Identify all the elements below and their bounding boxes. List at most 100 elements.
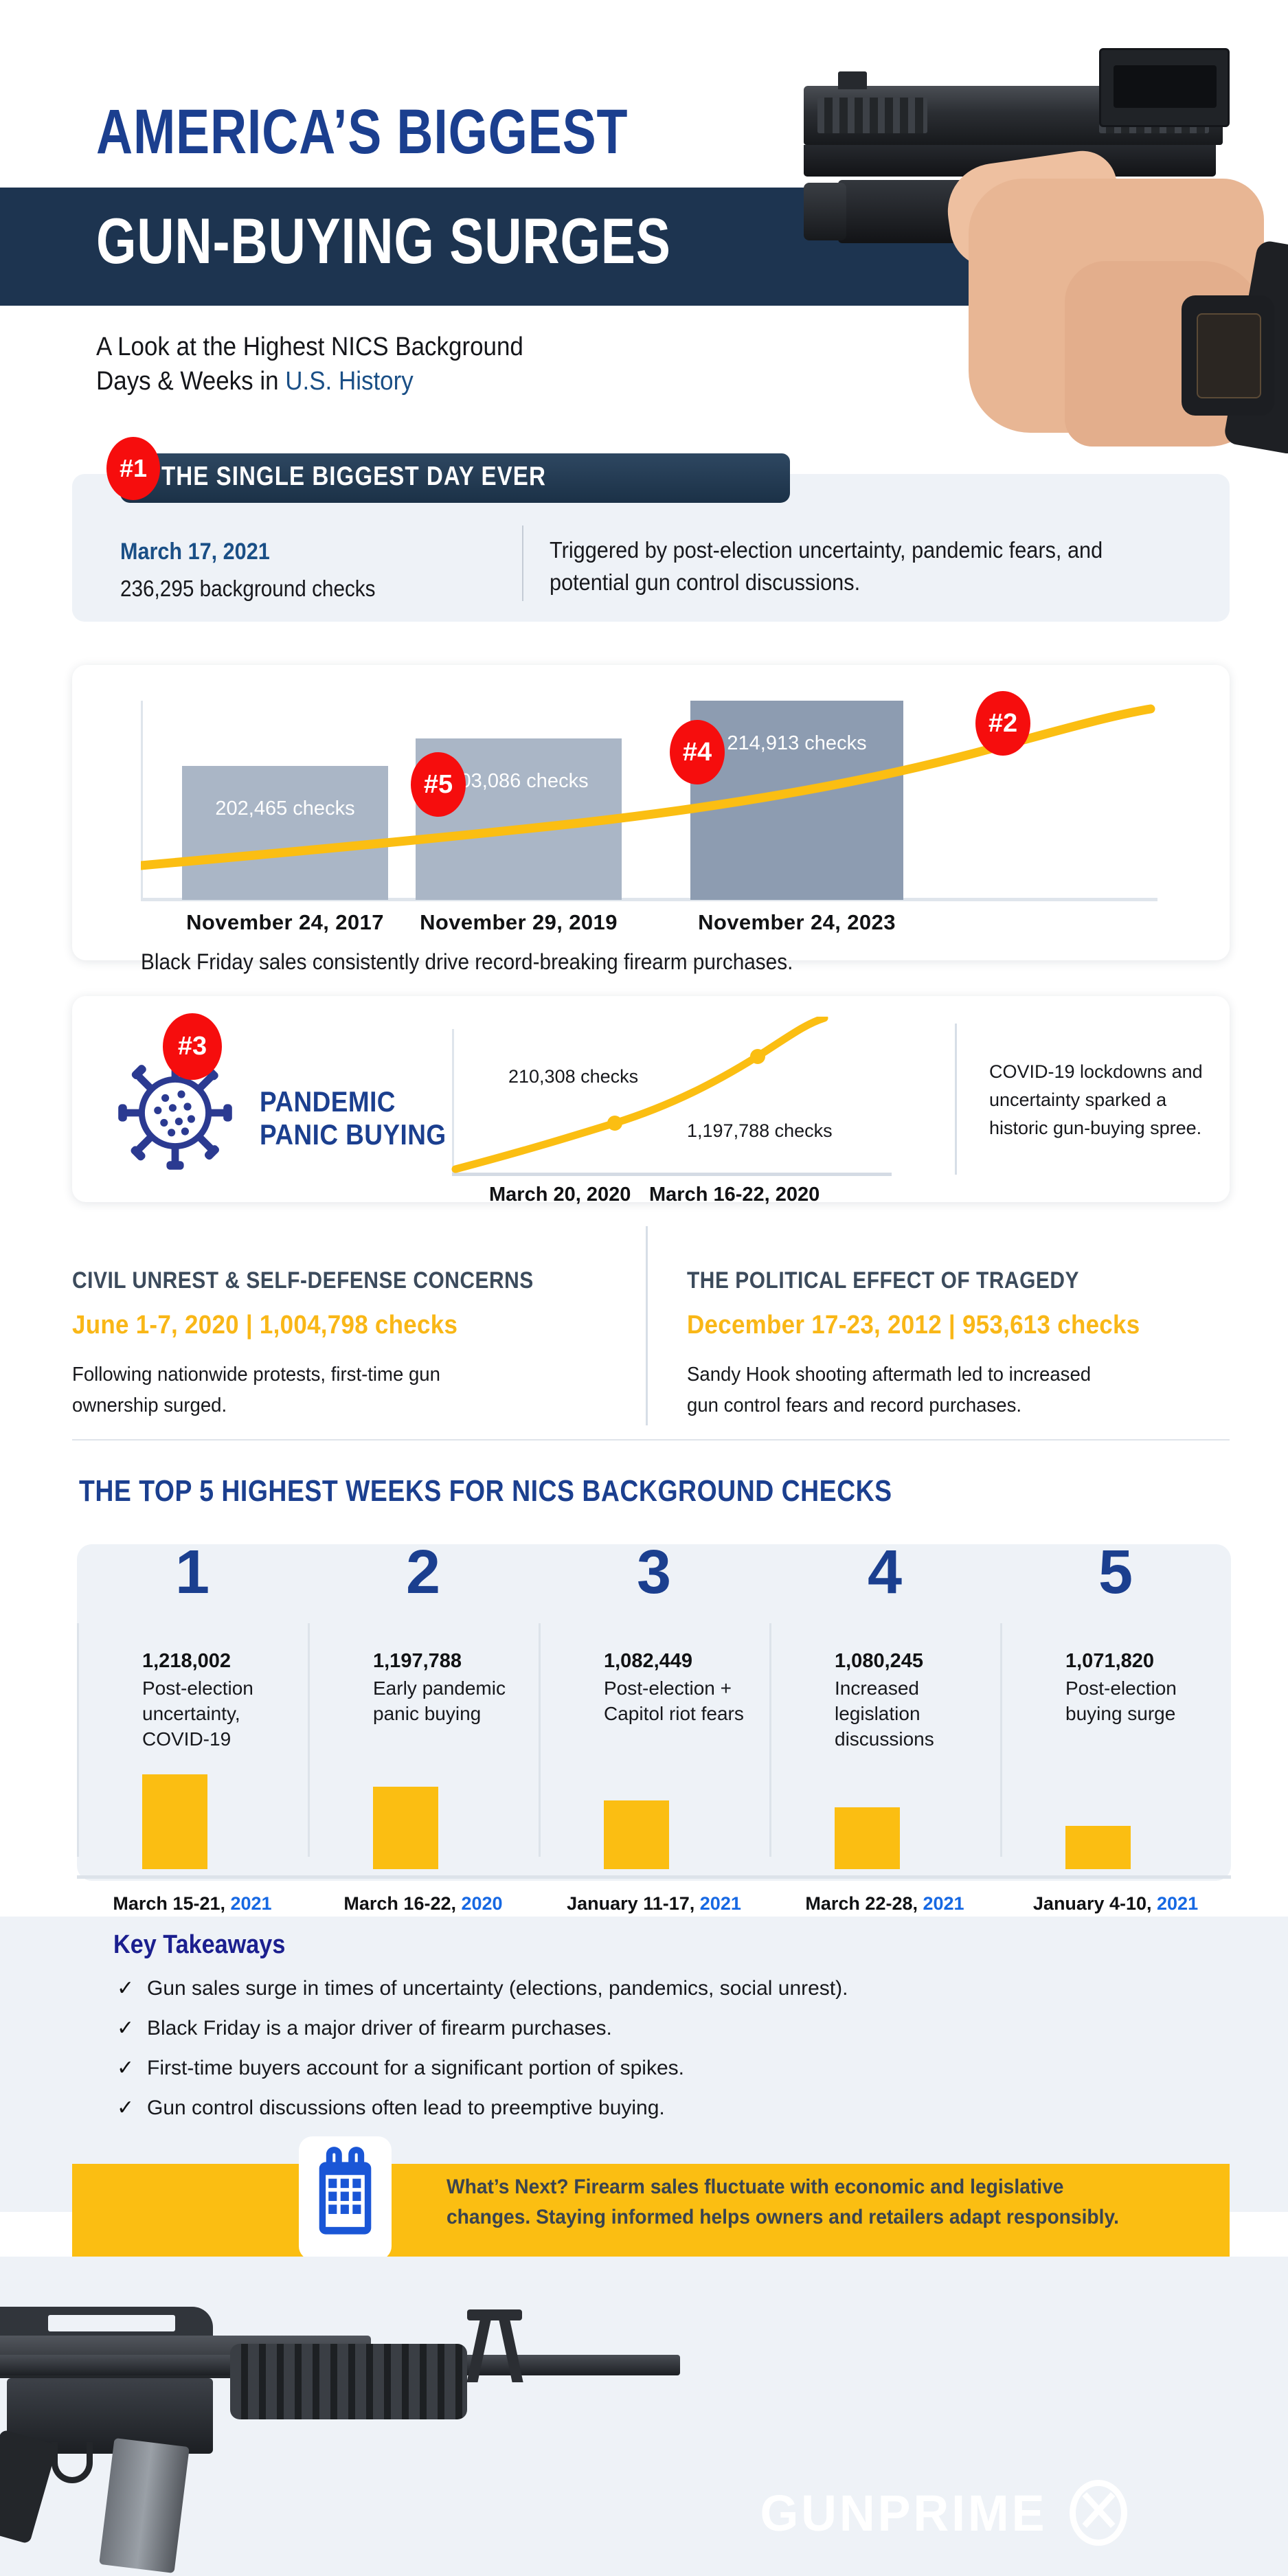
pandemic-x-label-day: March 20, 2020	[489, 1184, 631, 1206]
section-divider	[72, 1439, 1230, 1440]
key-takeaway-item: ✓ First-time buyers account for a signifi…	[117, 2057, 684, 2079]
top5-date-label: March 15-21, 2021	[113, 1893, 272, 1914]
bf-x-axis	[141, 898, 1157, 901]
top5-date-label: January 11-17, 2021	[567, 1893, 741, 1914]
subtitle-line1: A Look at the Highest NICS Background	[96, 332, 523, 361]
page-title-line1: AMERICA’S BIGGEST	[96, 97, 629, 167]
vertical-divider	[955, 1024, 957, 1175]
bf-bar: 214,913 checks	[690, 701, 903, 900]
top5-date-year: 2021	[230, 1893, 272, 1914]
top5-description: Increased legislation discussions	[835, 1677, 934, 1750]
top5-bar-base	[835, 1807, 900, 1869]
pistol-in-hand-photo	[742, 21, 1288, 453]
subtitle-line2-prefix: Days & Weeks in	[96, 367, 286, 396]
bf-bar-value: 202,465 checks	[215, 798, 355, 820]
top5-description: Early pandemic panic buying	[373, 1677, 506, 1724]
political-tragedy-heading: THE POLITICAL EFFECT OF TRAGEDY	[687, 1267, 1080, 1293]
key-takeaways-panel	[0, 1917, 1288, 2212]
key-takeaway-item: ✓ Gun sales surge in times of uncertainty…	[117, 1977, 848, 2000]
top5-bar	[604, 1800, 669, 1869]
rank-badge-3: #3	[163, 1013, 222, 1080]
top5-description: Post-election uncertainty, COVID-19	[142, 1677, 253, 1750]
top5-value: 1,071,820	[1065, 1650, 1155, 1672]
top5-rank: 5	[1098, 1538, 1133, 1607]
top5-date-year: 2020	[461, 1893, 503, 1914]
top5-date-label: March 16-22, 2020	[343, 1893, 503, 1914]
pandemic-title-line1: PANDEMIC	[260, 1085, 396, 1118]
top5-value: 1,080,245	[835, 1650, 924, 1672]
top5-column: 2 1,197,788 Early pandemic panic buying	[308, 1538, 539, 1881]
check-icon: ✓	[117, 1977, 135, 2000]
bf-bar: 202,465 checks	[182, 766, 388, 900]
vertical-divider	[646, 1226, 648, 1425]
top5-value: 1,082,449	[604, 1650, 693, 1672]
top5-bar-base	[373, 1787, 438, 1869]
ar15-rifle-photo	[0, 2294, 728, 2574]
pandemic-day-label: 210,308 checks	[508, 1066, 639, 1087]
column-divider	[539, 1623, 541, 1857]
top5-rank: 1	[174, 1538, 210, 1607]
top5-bar	[373, 1787, 438, 1869]
hero-header: AMERICA’S BIGGEST GUN-BUYING SURGES A Lo…	[0, 0, 1288, 453]
pandemic-x-axis	[452, 1173, 892, 1176]
top5-rank: 3	[636, 1538, 672, 1607]
calendar-icon	[319, 2147, 372, 2235]
pandemic-title-line2: PANIC BUYING	[260, 1118, 447, 1151]
check-icon: ✓	[117, 2097, 135, 2119]
top5-bar-base	[142, 1774, 207, 1869]
top5-value: 1,197,788	[373, 1650, 462, 1672]
top5-date-labels: March 15-21, 2021 March 16-22, 2020 Januar…	[77, 1893, 1231, 1914]
top5-description: Post-election buying surge	[1065, 1677, 1177, 1724]
top5-rank: 4	[867, 1538, 903, 1607]
civil-unrest-heading: CIVIL UNREST & SELF-DEFENSE CONCERNS	[72, 1267, 534, 1293]
pandemic-card	[72, 996, 1230, 1202]
top5-x-axis	[77, 1875, 1231, 1879]
top5-bar	[1065, 1826, 1131, 1869]
brand-name: GUNPRIME	[760, 2484, 1048, 2542]
pandemic-description: COVID-19 lockdowns and uncertainty spark…	[989, 1061, 1203, 1139]
biggest-day-ribbon-label: THE SINGLE BIGGEST DAY EVER	[161, 462, 546, 491]
pandemic-y-axis	[452, 1029, 454, 1175]
top5-bar	[835, 1807, 900, 1869]
top5-bar-base	[1065, 1826, 1131, 1869]
biggest-day-ribbon	[120, 453, 790, 503]
biggest-day-checks: 236,295 background checks	[120, 576, 376, 601]
column-divider	[308, 1623, 310, 1857]
top5-column: 3 1,082,449 Post-election + Capitol riot f…	[539, 1538, 769, 1881]
key-takeaway-item: ✓ Black Friday is a major driver of firea…	[117, 2017, 612, 2040]
crosshair-logo-icon	[1069, 2480, 1127, 2546]
top5-title: THE TOP 5 HIGHEST WEEKS FOR NICS BACKGRO…	[79, 1474, 892, 1508]
whats-next-text: What’s Next? Firearm sales fluctuate wit…	[447, 2176, 1119, 2228]
pandemic-week-label: 1,197,788 checks	[687, 1120, 833, 1141]
brand-logo: GUNPRIME	[756, 2480, 1127, 2546]
biggest-day-description: Triggered by post-election uncertainty, …	[550, 537, 1103, 595]
bf-x-label: November 24, 2017	[186, 910, 384, 934]
pandemic-x-label-week: March 16-22, 2020	[649, 1184, 820, 1206]
rank-badge-1: #1	[106, 437, 160, 500]
key-takeaways-heading: Key Takeaways	[113, 1930, 286, 1959]
civil-unrest-stat: June 1-7, 2020 | 1,004,798 checks	[72, 1311, 458, 1340]
check-icon: ✓	[117, 2057, 135, 2079]
whats-next-bar	[72, 2164, 1230, 2257]
top5-column: 4 1,080,245 Increased legislation discussi…	[769, 1538, 1000, 1881]
top5-bar	[142, 1774, 207, 1869]
pandemic-title: PANDEMIC PANIC BUYING	[260, 1085, 447, 1151]
biggest-day-date: March 17, 2021	[120, 539, 270, 565]
column-divider	[1000, 1623, 1002, 1857]
black-friday-note: Black Friday sales consistently drive re…	[141, 949, 793, 974]
pandemic-line-chart	[451, 1017, 828, 1173]
page-subtitle: A Look at the Highest NICS Background Da…	[96, 330, 665, 398]
vertical-divider	[522, 526, 523, 601]
top5-date-year: 2021	[1157, 1893, 1199, 1914]
political-tragedy-block: THE POLITICAL EFFECT OF TRAGEDY December…	[687, 1267, 1230, 1421]
political-tragedy-description: Sandy Hook shooting aftermath led to inc…	[687, 1364, 1092, 1416]
top5-column: 5 1,071,820 Post-election buying surge	[1000, 1538, 1231, 1881]
political-tragedy-stat: December 17-23, 2012 | 953,613 checks	[687, 1311, 1140, 1340]
top5-value: 1,218,002	[142, 1650, 231, 1672]
column-divider	[77, 1623, 79, 1857]
rank-badge-2: #2	[975, 691, 1030, 756]
check-icon: ✓	[117, 2017, 135, 2040]
top5-columns: 1 1,218,002 Post-election uncertainty, COV…	[77, 1538, 1231, 1881]
coronavirus-icon	[118, 1056, 232, 1170]
bf-x-label: November 29, 2019	[420, 910, 618, 934]
